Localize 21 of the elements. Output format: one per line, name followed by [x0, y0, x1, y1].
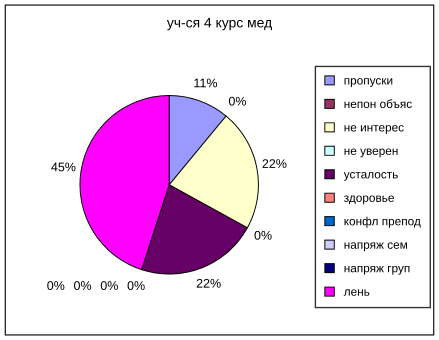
chart-title: уч-ся 4 курс мед — [166, 18, 272, 30]
text: 0% — [228, 96, 246, 106]
text: 0% — [74, 281, 92, 290]
text: 0% — [100, 281, 118, 290]
data-label: 11% — [194, 78, 218, 88]
text: 0% — [128, 281, 145, 290]
data-label: 45% — [51, 162, 76, 172]
data-label: 22% — [196, 278, 221, 288]
text: 0% — [47, 281, 64, 290]
legend-label: конфл препод — [344, 216, 421, 228]
legend-label: лень — [344, 289, 370, 296]
legend-label: непон объяс — [344, 99, 412, 108]
legend-label: усталость — [344, 172, 398, 181]
data-label: 22% — [262, 159, 286, 168]
legend-label: пропуски — [344, 78, 392, 87]
text: 0% — [254, 230, 272, 240]
legend-label: здоровье — [344, 195, 394, 204]
legend-label: не уверен — [344, 148, 398, 158]
legend-label: не интерес — [344, 125, 404, 134]
legend-label: напряж груп — [344, 266, 410, 275]
legend-label: напряж сем — [344, 242, 407, 252]
